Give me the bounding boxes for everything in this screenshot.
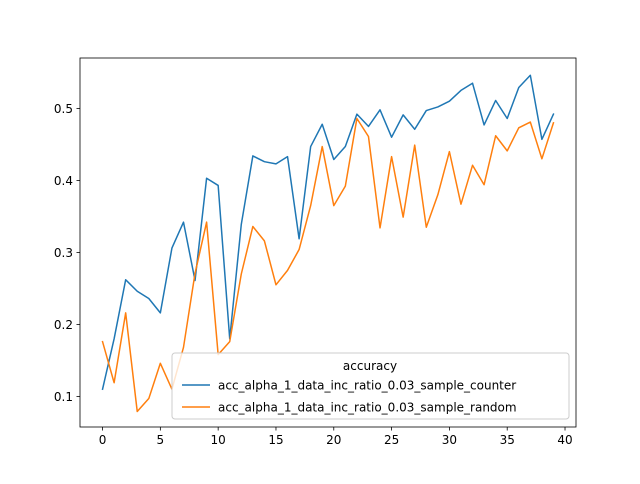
x-tick-label: 20 [326, 433, 341, 447]
y-tick-label: 0.1 [54, 390, 73, 404]
y-tick-label: 0.2 [54, 318, 73, 332]
legend-label-series-1: acc_alpha_1_data_inc_ratio_0.03_sample_r… [218, 401, 517, 415]
x-tick-label: 25 [384, 433, 399, 447]
legend: accuracy acc_alpha_1_data_inc_ratio_0.03… [171, 352, 570, 420]
legend-box [171, 352, 570, 420]
axes-layer: 0 5 10 15 20 25 30 35 40 0.1 0.2 0.3 0.4 0.5 [54, 57, 577, 447]
legend-label-series-0: acc_alpha_1_data_inc_ratio_0.03_sample_c… [218, 379, 516, 393]
y-tick-label: 0.5 [54, 102, 73, 116]
x-tick-label: 10 [211, 433, 226, 447]
legend-title: accuracy [343, 359, 397, 373]
axes-frame [79, 57, 577, 428]
x-tick-label: 0 [99, 433, 107, 447]
x-tick-label: 35 [500, 433, 515, 447]
x-tick-label: 40 [557, 433, 572, 447]
y-tick-label: 0.4 [54, 174, 73, 188]
x-tick-label: 30 [442, 433, 457, 447]
x-tick-label: 15 [268, 433, 283, 447]
series-line-0 [101, 74, 555, 391]
y-tick-label: 0.3 [54, 246, 73, 260]
x-tick-label: 5 [157, 433, 165, 447]
